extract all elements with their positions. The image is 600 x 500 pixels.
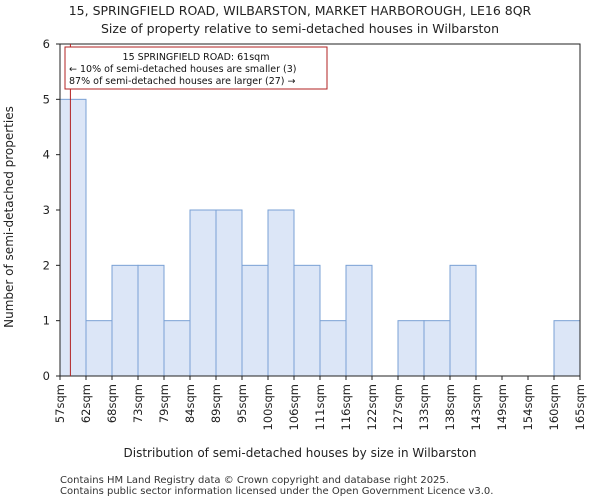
chart-subtitle: Size of property relative to semi-detach…	[101, 21, 499, 36]
x-tick-label: 73sqm	[131, 384, 145, 423]
footer-line-2: Contains public sector information licen…	[60, 486, 493, 497]
x-tick-label: 122sqm	[365, 384, 379, 430]
x-tick-label: 111sqm	[313, 384, 327, 430]
x-tick-label: 68sqm	[105, 384, 119, 423]
y-tick-label: 6	[43, 37, 50, 51]
y-tick-label: 5	[43, 92, 50, 106]
annotation-line-2: ← 10% of semi-detached houses are smalle…	[69, 64, 297, 75]
x-tick-label: 127sqm	[391, 384, 405, 430]
y-tick-label: 3	[43, 203, 50, 217]
bar-95sqm	[241, 264, 269, 377]
x-tick-label: 143sqm	[469, 384, 483, 430]
x-tick-label: 116sqm	[339, 384, 353, 430]
bar-73sqm	[137, 264, 165, 377]
bar-116sqm	[345, 264, 373, 377]
x-tick-label: 62sqm	[79, 384, 93, 423]
x-tick-label: 84sqm	[183, 384, 197, 423]
bar-68sqm	[111, 264, 139, 377]
y-tick-label: 0	[43, 369, 50, 383]
y-axis-label: Number of semi-detached properties	[2, 106, 16, 328]
x-tick-label: 154sqm	[521, 384, 535, 430]
x-axis-label: Distribution of semi-detached houses by …	[124, 446, 477, 460]
bar-127sqm	[397, 320, 425, 377]
y-tick-label: 2	[43, 258, 50, 272]
footer-line-1: Contains HM Land Registry data © Crown c…	[60, 475, 449, 486]
chart-title: 15, SPRINGFIELD ROAD, WILBARSTON, MARKET…	[69, 3, 532, 18]
x-tick-label: 57sqm	[53, 384, 67, 423]
bar-160sqm	[553, 320, 581, 377]
annotation-line-1: 15 SPRINGFIELD ROAD: 61sqm	[123, 52, 270, 63]
x-tick-label: 95sqm	[235, 384, 249, 423]
y-tick-label: 1	[43, 314, 50, 328]
x-ticks-group: 57sqm 62sqm 68sqm 73sqm 79sqm 84sqm 89sqm 95sqm…	[53, 376, 587, 430]
bar-89sqm	[215, 209, 243, 377]
y-tick-label: 4	[43, 148, 50, 162]
annotation-line-3: 87% of semi-detached houses are larger (…	[69, 76, 296, 87]
bar-138sqm	[449, 264, 477, 377]
x-tick-label: 100sqm	[261, 384, 275, 430]
bar-79sqm	[163, 320, 191, 377]
x-tick-label: 165sqm	[573, 384, 587, 430]
annotation-box: 15 SPRINGFIELD ROAD: 61sqm ← 10% of semi…	[64, 46, 328, 90]
annotation-frame	[64, 46, 328, 90]
x-tick-label: 149sqm	[495, 384, 509, 430]
bar-100sqm	[267, 209, 295, 377]
bars-group	[59, 98, 581, 377]
x-tick-label: 89sqm	[209, 384, 223, 423]
bar-57sqm	[59, 98, 87, 377]
plot-frame	[59, 43, 581, 377]
bar-106sqm	[293, 264, 321, 377]
y-ticks-group: 0 1 2 3 4 5 6	[43, 37, 60, 383]
x-tick-label: 133sqm	[417, 384, 431, 430]
x-tick-label: 106sqm	[287, 384, 301, 430]
bar-84sqm	[189, 209, 217, 377]
x-tick-label: 160sqm	[547, 384, 561, 430]
bar-111sqm	[319, 320, 347, 377]
x-tick-label: 79sqm	[157, 384, 171, 423]
x-tick-label: 138sqm	[443, 384, 457, 430]
bar-133sqm	[423, 320, 451, 377]
bar-62sqm	[85, 320, 113, 377]
